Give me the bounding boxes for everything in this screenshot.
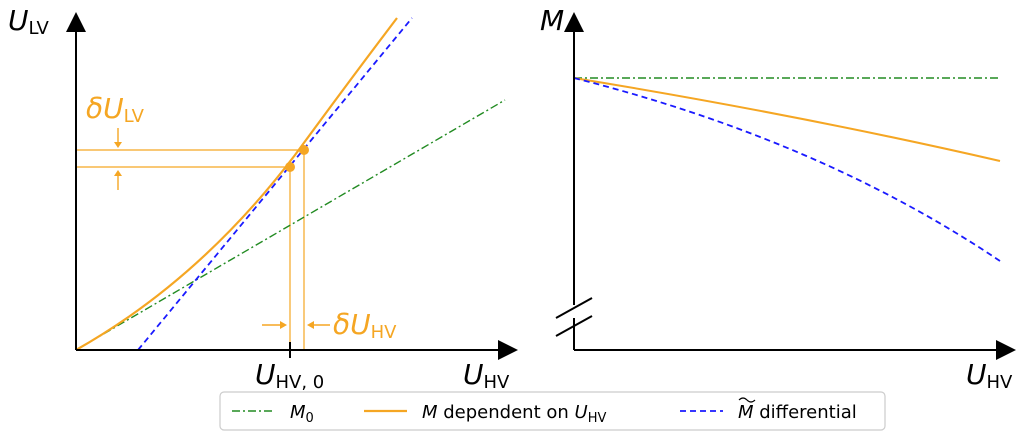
delta-uhv-label: δUHV [333,308,397,343]
dependent-curve-right [573,77,1001,162]
delta-ulv-label: δULV [86,92,145,127]
differential-line-left [137,17,413,351]
right-xlabel: UHV [966,358,1013,393]
delta-hv-arrowhead-right [280,321,287,329]
legend-m0-label: M0 [290,402,314,426]
operating-point-lower [285,162,295,172]
legend-differential-label: M differential [738,402,857,423]
legend-dependent-label: M dependent on UHV [422,402,606,426]
dependent-curve-left [75,17,398,351]
m0-line-left [75,99,506,351]
left-xlabel: UHV [463,358,510,393]
right-panel: M UHV [540,4,1016,393]
delta-lv-arrowhead-up [114,170,122,176]
left-panel: ULV UHV UHV, 0 δULV δUHV [8,4,518,393]
legend: M0 M dependent on UHV M differential [219,391,886,431]
legend-tilde-icon [738,397,756,403]
operating-point-upper [299,145,309,155]
delta-lv-arrowhead-down [114,142,122,148]
legend-box [219,391,886,431]
right-ylabel: M [540,4,564,37]
axis-break-lower [555,315,593,337]
left-ylabel: ULV [8,4,50,39]
delta-hv-arrowhead-left [307,321,314,329]
differential-curve-right [573,77,1001,262]
axis-break-upper [555,297,593,319]
tick-label-uhv0: UHV, 0 [255,358,324,393]
